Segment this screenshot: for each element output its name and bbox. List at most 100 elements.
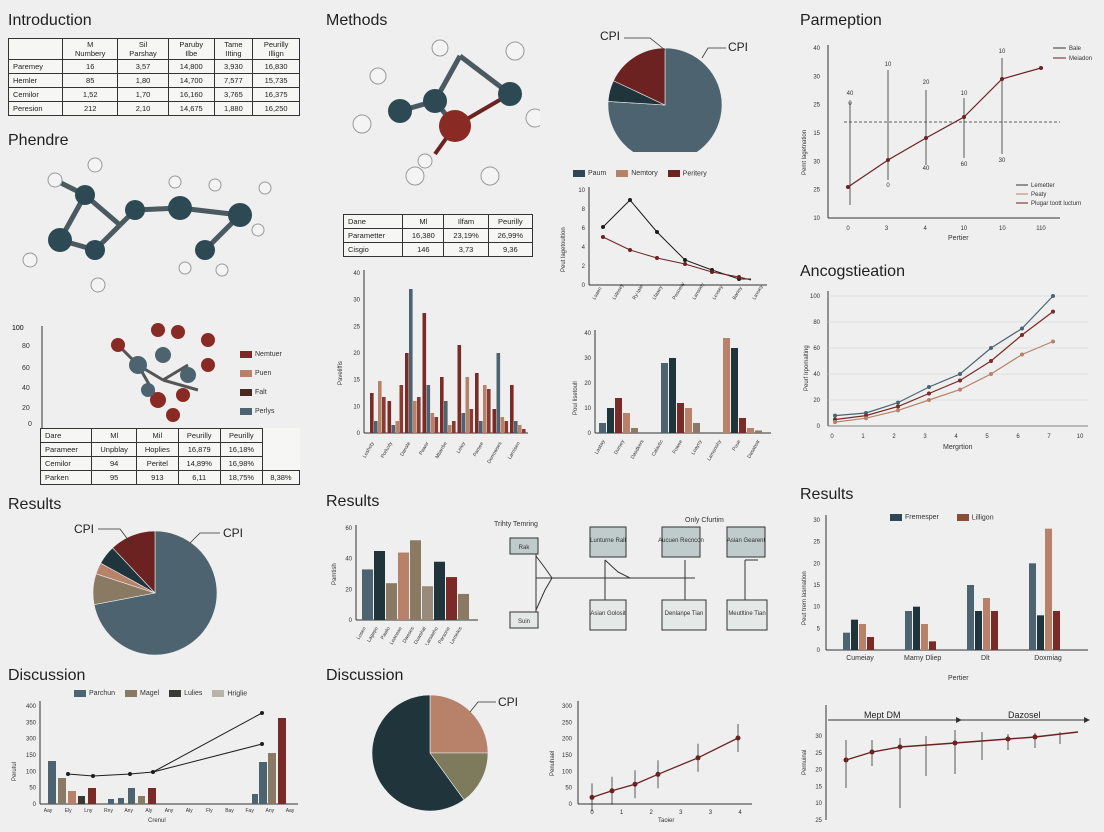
y-tick-label: 20 <box>353 351 360 357</box>
data-point <box>896 400 900 405</box>
y-tick-label: 60 <box>813 346 820 352</box>
x-tick-label: Dasdkers <box>630 439 646 461</box>
x-tick-label: 7 <box>1047 434 1051 440</box>
data-point <box>896 404 900 409</box>
heading-parmeption: Parmeption <box>800 12 882 29</box>
legend-label: Lilligon <box>971 514 994 522</box>
x-tick-label: 2 <box>892 434 896 440</box>
flow-diagram: Trihty Temring Only Cfurtim Rak Lunturne … <box>494 517 768 631</box>
data-point <box>1051 339 1055 344</box>
table-cell: 913 <box>136 470 179 485</box>
y-tick-label: 40 <box>345 557 352 563</box>
y-tick-label: 0 <box>349 618 353 624</box>
ancog-ylabel: Peurf Irpomalting <box>804 345 810 391</box>
y-tick-label: 0 <box>817 424 821 430</box>
y-tick-label: 15 <box>353 378 360 384</box>
molecule-legend: Nemtuer Puen Falt Perlys <box>240 345 282 421</box>
bar <box>422 313 427 433</box>
x-tick-label: Calavtic <box>651 439 665 458</box>
point-label: 30 <box>999 158 1006 164</box>
table-cell: 16,160 <box>167 87 215 102</box>
heading-discussion-2: Discussion <box>326 667 404 684</box>
bar <box>483 385 487 433</box>
bar <box>382 397 386 433</box>
pie-slice <box>429 752 489 801</box>
y-tick-label: 25 <box>813 540 820 546</box>
y-tick-label: 100 <box>26 769 37 775</box>
table-2: Dane Ml Ilfam Peurilly Parametter 16,380 23,19… <box>342 214 534 257</box>
y-tick-label: 30 <box>813 159 820 165</box>
y-tick-label: 0 <box>33 802 37 808</box>
y-tick-label: 350 <box>26 720 37 726</box>
table-cell: 6,11 <box>177 470 221 485</box>
bar <box>370 393 374 433</box>
data-point <box>589 794 595 800</box>
bar <box>461 413 466 433</box>
table-header-cell: Mil <box>136 428 179 443</box>
bar <box>446 577 457 620</box>
x-tick-label: Any <box>165 808 174 814</box>
flow-title-2: Only Cfurtim <box>685 517 724 524</box>
table-cell: 3,765 <box>213 87 254 102</box>
x-tick-label: Fly <box>206 808 213 814</box>
x-tick-label: Pawlo <box>380 626 392 641</box>
pie-slice <box>429 694 489 754</box>
y-tick-label: 15 <box>813 583 820 589</box>
pie-chart-discussion: CPI <box>371 694 518 812</box>
y-tick-label: 60 <box>345 526 352 532</box>
series-line <box>834 295 1054 417</box>
bar <box>631 428 638 433</box>
y-tick-label: 10 <box>813 216 820 222</box>
table-cell: 3,73 <box>443 242 489 257</box>
bar <box>500 417 505 433</box>
y-tick-label: 8 <box>582 207 586 213</box>
heading-introduction: Introduction <box>8 12 92 29</box>
table-cell: 14,675 <box>167 101 215 116</box>
table-row: Cemilor 94 Peritel 14,89% 16,98% <box>39 456 300 471</box>
table-row: Cisgio 146 3,73 9,36 <box>342 242 534 257</box>
y-tick-label: 20 <box>815 768 822 774</box>
parm-legend2-label: Lemetter <box>1031 183 1055 189</box>
results3-xlabel: Pertier <box>948 675 969 682</box>
point-label: 20 <box>923 80 930 86</box>
bar <box>921 624 928 650</box>
line-top-ylabel: Peut lagetoultion <box>561 227 567 272</box>
ancog-line-chart: 100 80 60 40 20 0 0 1 2 3 4 5 6 7 10 Peurf Irpomalting… <box>804 291 1088 451</box>
bar <box>755 430 762 433</box>
y-tick-label: 20 <box>584 381 591 387</box>
svg-text:Lanssey: Lanssey <box>692 281 707 301</box>
bar <box>399 385 404 433</box>
pie-chart-results: CPI CPI <box>74 522 243 655</box>
results3-ylabel: Peut trem lasrnation <box>802 571 808 625</box>
x-tick-label: Loshoty <box>362 441 376 460</box>
x-tick-label: Dursey <box>613 439 626 456</box>
x-tick-label: Lny <box>84 808 93 814</box>
flow-node-label: Rak <box>519 545 531 551</box>
flow-node <box>589 526 627 558</box>
y-tick-label: 50 <box>29 786 36 792</box>
table-cell: 3,930 <box>213 59 254 74</box>
svg-text:60: 60 <box>22 365 30 372</box>
parm-ylabel: Pemt lagetnation <box>802 130 808 175</box>
table-row: Parameer Unpblay Hoplies 16,879 16,18% <box>39 442 300 457</box>
mol-ytick: 100 <box>12 325 24 332</box>
data-point <box>1020 326 1024 331</box>
mol-yticks: 80 60 40 20 0 <box>22 343 32 428</box>
bar <box>607 408 614 433</box>
x-tick-label: Mtiarrbe <box>434 441 448 460</box>
table-header-cell: Ilfam <box>443 214 489 229</box>
y-tick-label: 6 <box>582 226 586 232</box>
svg-text:Pesoeity: Pesoeity <box>672 281 687 301</box>
results2-ylabel: Pamtish <box>332 563 338 585</box>
table-cell: Cemilor <box>39 456 93 471</box>
x-tick-label: 1 <box>861 434 865 440</box>
table-cell: 16,18% <box>219 442 263 457</box>
y-tick-label: 30 <box>813 74 820 80</box>
pie-slice <box>371 694 465 812</box>
svg-text:Lfaaey: Lfaaey <box>652 285 665 301</box>
table-cell: 212 <box>62 101 119 116</box>
flow-node-label: Meutltine Tian <box>728 611 765 617</box>
bar <box>422 586 433 620</box>
y-tick-label: 40 <box>813 372 820 378</box>
bar <box>1045 528 1052 650</box>
